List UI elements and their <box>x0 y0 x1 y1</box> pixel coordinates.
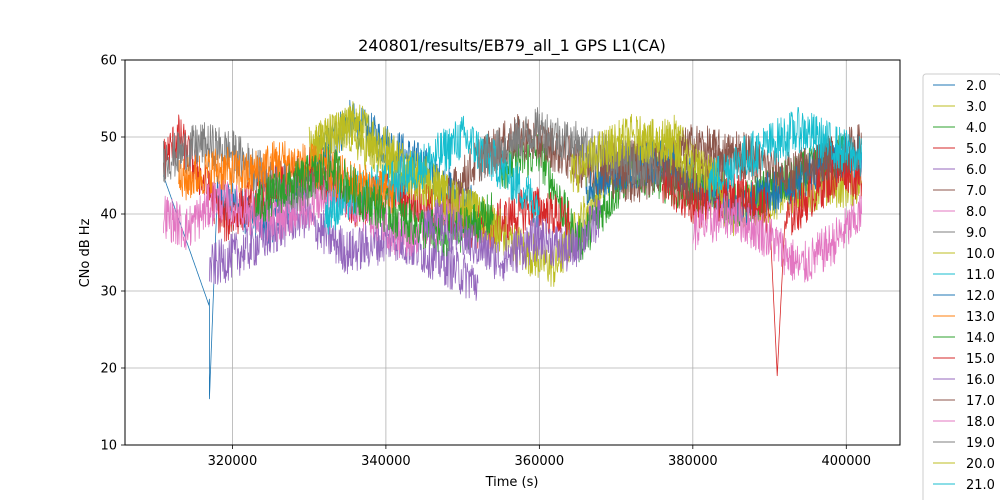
legend-label: 17.0 <box>966 394 995 409</box>
legend-label: 15.0 <box>966 352 995 367</box>
series-line-20-0 <box>569 113 724 205</box>
series-line-19-0 <box>477 107 663 189</box>
legend-label: 16.0 <box>966 373 995 388</box>
legend-label: 18.0 <box>966 415 995 430</box>
y-axis-label: CNo dB Hz <box>78 218 93 287</box>
legend-label: 2.0 <box>966 79 987 94</box>
x-tick-label: 380000 <box>668 454 718 469</box>
series-line-5-0 <box>163 114 571 249</box>
legend-label: 12.0 <box>966 289 995 304</box>
legend-label: 11.0 <box>966 268 995 283</box>
legend: 2.0 3.0 4.0 5.0 6.0 7.0 8.0 9.0 10.0 11.0 12.0 13.0… <box>922 73 1000 500</box>
y-tick-label: 50 <box>100 131 117 146</box>
legend-label: 6.0 <box>966 163 987 178</box>
x-axis-label: Time (s) <box>485 475 539 490</box>
legend-label: 4.0 <box>966 121 987 136</box>
legend-label: 10.0 <box>966 247 995 262</box>
x-axis-ticks: 320000 340000 360000 380000 400000 <box>208 445 871 469</box>
y-axis-ticks: 10 20 30 40 50 60 <box>100 54 125 454</box>
series-line-8-0 <box>163 170 463 259</box>
chart-title: 240801/results/EB79_all_1 GPS L1(CA) <box>358 36 666 56</box>
series-layer <box>163 99 862 400</box>
legend-label: 20.0 <box>966 457 995 472</box>
y-tick-label: 60 <box>100 54 117 69</box>
legend-label: 13.0 <box>966 310 995 325</box>
legend-box <box>922 73 1000 500</box>
x-tick-label: 340000 <box>361 454 411 469</box>
series-line-16-0 <box>423 197 602 282</box>
legend-label: 5.0 <box>966 142 987 157</box>
legend-label: 3.0 <box>966 100 987 115</box>
legend-label: 7.0 <box>966 184 987 199</box>
x-tick-label: 400000 <box>821 454 871 469</box>
legend-label: 9.0 <box>966 226 987 241</box>
series-line-6-0 <box>209 191 479 301</box>
series-line-18-0 <box>692 193 862 283</box>
y-tick-label: 30 <box>100 285 117 300</box>
legend-label: 21.0 <box>966 478 995 493</box>
series-line-14-0 <box>255 146 494 257</box>
legend-label: 8.0 <box>966 205 987 220</box>
y-tick-label: 20 <box>100 362 117 377</box>
series-line-13-0 <box>178 140 394 217</box>
legend-label: 19.0 <box>966 436 995 451</box>
x-tick-label: 320000 <box>208 454 258 469</box>
legend-label: 14.0 <box>966 331 995 346</box>
series-line-21-0 <box>707 107 862 203</box>
y-tick-label: 40 <box>100 208 117 223</box>
y-tick-label: 10 <box>100 439 117 454</box>
x-tick-label: 360000 <box>515 454 565 469</box>
plot-frame <box>124 59 901 446</box>
series-line-12-0 <box>585 134 862 226</box>
